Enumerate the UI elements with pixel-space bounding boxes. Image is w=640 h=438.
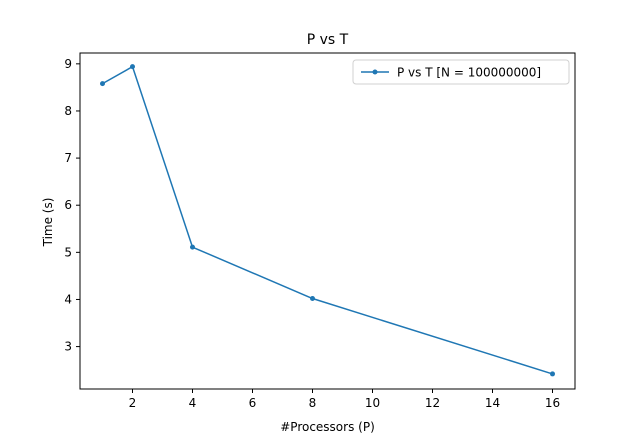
x-tick-label-8: 8 xyxy=(309,396,317,410)
data-point-0-2 xyxy=(190,244,195,250)
legend-label-0: P vs T [N = 100000000] xyxy=(397,66,541,80)
y-tick-label-3: 3 xyxy=(64,340,72,354)
y-tick-label-5: 5 xyxy=(64,245,72,259)
x-axis-label: #Processors (P) xyxy=(280,420,375,434)
legend-box xyxy=(352,59,570,85)
x-tick-label-14: 14 xyxy=(485,396,500,410)
data-point-0-0 xyxy=(100,81,105,87)
legend-marker-0 xyxy=(372,69,378,75)
y-tick-label-8: 8 xyxy=(64,104,72,118)
y-axis-label: Time (s) xyxy=(41,198,55,248)
x-tick-label-16: 16 xyxy=(545,396,560,410)
data-point-0-1 xyxy=(130,64,135,70)
data-point-0-3 xyxy=(310,296,315,302)
plot-area: 2 4 6 8 10 12 14 16 3 4 5 6 7 8 9 P vs T [N = 100000000… xyxy=(64,52,576,410)
data-point-0-4 xyxy=(550,371,555,377)
y-tick-label-4: 4 xyxy=(64,292,72,306)
y-tick-label-6: 6 xyxy=(64,198,72,212)
x-tick-label-10: 10 xyxy=(365,396,380,410)
x-tick-label-2: 2 xyxy=(129,396,137,410)
x-tick-label-4: 4 xyxy=(189,396,197,410)
y-tick-label-9: 9 xyxy=(64,57,72,71)
x-tick-label-12: 12 xyxy=(425,396,440,410)
y-tick-label-7: 7 xyxy=(64,151,72,165)
chart-title: P vs T xyxy=(307,32,349,48)
x-tick-label-6: 6 xyxy=(249,396,257,410)
axes-frame xyxy=(79,52,576,390)
